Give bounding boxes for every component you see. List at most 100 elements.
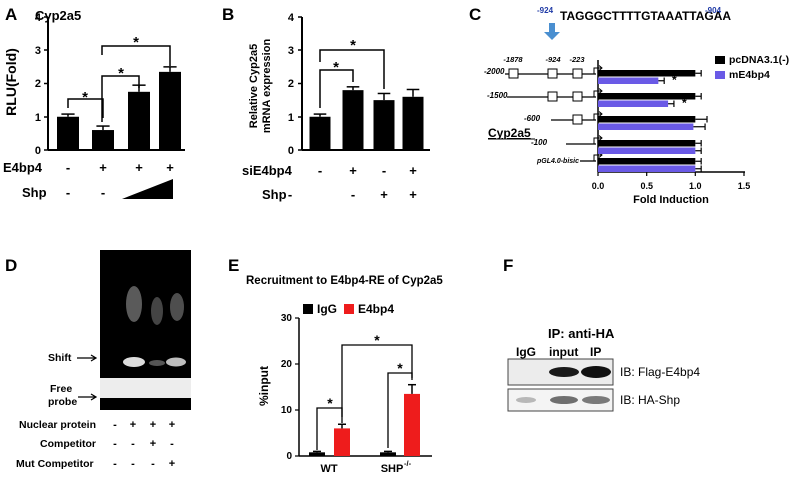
panel-b-sig-star: * (350, 37, 356, 54)
panel-a-letter: A (5, 5, 17, 24)
panel-e-tick-label: 0 (286, 451, 292, 462)
panel-e-sig-bracket (341, 344, 413, 417)
panel-d-probe-label: probe (48, 396, 77, 408)
panel-d-mark: + (150, 438, 156, 450)
panel-b-tick-label: 2 (288, 78, 294, 90)
panel-b-letter: B (222, 5, 234, 24)
panel-b-tick-label: 0 (288, 145, 294, 157)
panel-c-legend-swatch (715, 56, 725, 64)
panel-a-sig-bracket (101, 45, 171, 66)
panel-b-mark: + (380, 187, 388, 202)
panel-d-letter: D (5, 256, 17, 275)
panel-a-mark: - (66, 160, 70, 175)
panel-c-construct-label: -100 (531, 138, 548, 147)
panel-b-bar (309, 116, 331, 150)
panel-a-tick-label: 0 (35, 145, 41, 157)
panel-c-tick-label: 0.5 (640, 181, 653, 191)
panel-e-bar (334, 428, 350, 456)
panel-f-lane-label: IgG (516, 345, 536, 359)
panel-b-mark: + (409, 187, 417, 202)
panel-c-bars (598, 70, 708, 172)
panel-a-sig-bracket (67, 98, 104, 118)
panel-a-mark: + (135, 160, 143, 175)
panel-c-binding-site-box (547, 68, 558, 79)
panel-a-sig-bracket (101, 75, 140, 122)
panel-b-bar (373, 100, 395, 150)
panel-c-binding-site-box (547, 91, 558, 102)
panel-a-tick-label: 4 (35, 12, 42, 24)
panel-b-mark: - (288, 187, 292, 202)
panel-c-construct-label: -2000 (484, 67, 505, 76)
panel-e-tick-label: 10 (281, 405, 293, 416)
panel-b-mark: - (382, 163, 386, 178)
panel-d-mark: - (113, 458, 117, 470)
panel-d-mark: - (113, 419, 117, 431)
panel-c-site-label: -223 (569, 55, 585, 64)
panel-c-sequence: TAGGGCTTTTGTAAATTAGAA (560, 9, 731, 23)
panel-a-bar (159, 71, 181, 150)
panel-a-bar (57, 116, 79, 150)
panel-d-mark: + (130, 419, 136, 431)
panel-c-bar (598, 93, 696, 100)
panel-d-shift-arrow-icon (77, 354, 98, 362)
panel-c-legend-swatch (715, 71, 725, 79)
panel-a-row-label-e4bp4: E4bp4 (3, 160, 43, 175)
panel-a-sig-star: * (133, 34, 139, 51)
panel-c-tss-arrow-icon (593, 88, 603, 97)
panel-c-site-arrow-icon (544, 23, 560, 40)
panel-e-legend-label: E4bp4 (358, 302, 394, 316)
panel-b-bars (309, 86, 424, 150)
panel-a-tick-label: 2 (35, 78, 41, 90)
panel-f: F IP: anti-HA IgG input IP IB: Flag-E4bp… (503, 256, 700, 412)
panel-c-tick-label: 0.0 (592, 181, 605, 191)
panel-f-ip-label: IP: anti-HA (548, 326, 615, 341)
panel-c-bar (598, 70, 696, 77)
panel-e-group-label: SHP (381, 463, 404, 475)
panel-c-legend-label: pcDNA3.1(-) (729, 54, 789, 66)
panel-d-mark: - (170, 438, 174, 450)
panel-c-binding-site-box (508, 68, 519, 79)
panel-e-bar (404, 393, 420, 456)
panel-b-sig-bracket (319, 69, 354, 108)
panel-a-row-label-shp: Shp (22, 185, 47, 200)
panel-a-bar (128, 91, 150, 150)
panel-a-shp-dose-wedge (122, 179, 173, 199)
panel-c-sig-star: * (682, 96, 687, 110)
panel-e-group-label: WT (320, 463, 337, 475)
panel-c-binding-site-box (572, 68, 583, 79)
panel-b-tick-label: 4 (288, 12, 295, 24)
panel-c-letter: C (469, 5, 481, 24)
panel-b-row-label-sie4bp4: siE4bp4 (242, 163, 293, 178)
panel-a-mark: + (166, 160, 174, 175)
panel-d-shift-label: Shift (48, 352, 72, 364)
panel-f-lane-label: input (549, 345, 578, 359)
panel-b-sig-bracket (319, 49, 385, 89)
panel-f-lane-label: IP (590, 345, 601, 359)
panel-d-mark: - (113, 438, 117, 450)
panel-c-site-label: -924 (545, 55, 561, 64)
panel-d-free-label: Free (50, 383, 72, 395)
panel-c-sig-star: * (672, 73, 677, 87)
panel-c-bar (598, 140, 696, 147)
panel-e-legend-swatch (344, 304, 354, 314)
panel-f-blot-label: IB: HA-Shp (620, 393, 680, 407)
panel-c: C -924 TAGGGCTTTTGTAAATTAGAA -904 -1878 … (469, 5, 789, 206)
panel-e-legend-swatch (303, 304, 313, 314)
panel-b-row-label-shp: Shp (262, 187, 287, 202)
panel-c-site-label: -1878 (503, 55, 523, 64)
panel-a-mark: - (66, 185, 70, 200)
panel-e-sig-star: * (374, 332, 380, 348)
panel-a-bar (92, 130, 114, 150)
panel-b-tick-label: 1 (288, 112, 294, 124)
panel-d: D Shift Free probe Nuclear protein - + +… (5, 250, 191, 470)
panel-f-band (550, 396, 578, 404)
panel-c-construct-label: -1500 (487, 91, 508, 100)
panel-c-construct-label: -600 (524, 114, 541, 123)
panel-c-tss-arrow-icon (593, 111, 603, 120)
panel-a-sig-star: * (118, 65, 124, 82)
panel-c-bar (598, 77, 659, 84)
panel-c-tss-arrow-icon (593, 65, 603, 74)
panel-d-free-arrow-icon (78, 393, 98, 401)
panel-f-blot-label: IB: Flag-E4bp4 (620, 365, 700, 379)
